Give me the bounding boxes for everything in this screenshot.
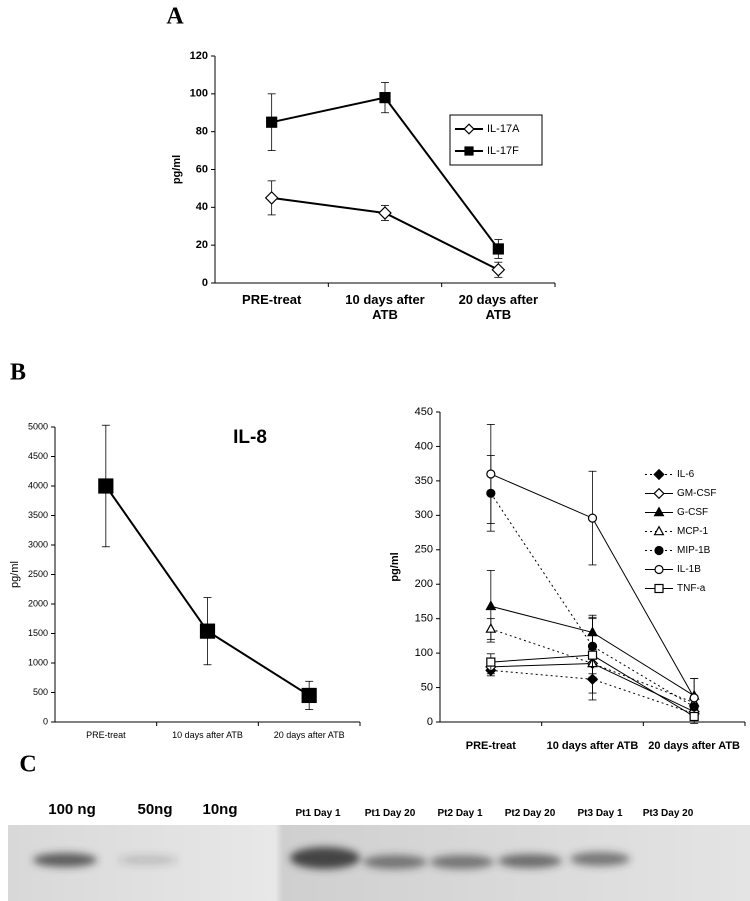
lane-label: Pt1 Day 1: [295, 808, 341, 819]
legend-label: IL-1B: [677, 564, 701, 575]
lane-label: 10ng: [202, 801, 238, 818]
y-tick-label: 300: [415, 509, 433, 521]
y-tick-label: 500: [33, 687, 48, 697]
marker: [485, 600, 497, 611]
marker: [379, 92, 391, 104]
y-tick-label: 450: [415, 406, 433, 418]
y-tick-label: 100: [190, 88, 208, 100]
y-tick-label: 20: [196, 239, 208, 251]
legend-label: IL-6: [677, 469, 695, 480]
x-tick-label: 20 days after ATB: [458, 292, 539, 322]
marker: [587, 650, 598, 660]
x-tick-label: 10 days after ATB: [172, 730, 243, 740]
lane-label: 50ng: [137, 801, 173, 818]
y-tick-label: 80: [196, 126, 208, 138]
marker: [199, 623, 216, 639]
lane-label: Pt2 Day 1: [437, 808, 483, 819]
y-tick-label: 4000: [28, 480, 48, 490]
marker: [689, 693, 699, 703]
y-tick-label: 3000: [28, 539, 48, 549]
y-tick-label: 400: [415, 440, 433, 452]
legend-marker: [653, 468, 665, 481]
y-tick-label: 0: [427, 716, 433, 728]
x-tick-label: PRE-treat: [86, 730, 126, 740]
x-tick-label: 10 days after ATB: [345, 292, 425, 322]
y-axis-label: pg/ml: [389, 552, 401, 581]
marker: [98, 478, 114, 494]
y-tick-label: 120: [190, 50, 208, 62]
legend-label: MCP-1: [677, 526, 709, 537]
legend-marker: [654, 545, 664, 556]
legend-box: [449, 114, 543, 166]
y-tick-label: 250: [415, 544, 433, 556]
y-tick-label: 0: [43, 716, 48, 726]
legend-label: IL-17A: [487, 123, 520, 135]
panel-label: B: [10, 360, 26, 386]
y-tick-label: 40: [196, 201, 208, 213]
y-tick-label: 5000: [28, 421, 48, 431]
x-tick-label: PRE-treat: [242, 292, 302, 307]
y-tick-label: 1000: [28, 657, 48, 667]
lane-label: Pt2 Day 20: [504, 808, 556, 819]
lane-label: 100 ng: [48, 801, 96, 818]
blot-image: [8, 825, 750, 901]
marker: [485, 622, 497, 633]
y-tick-label: 1500: [28, 628, 48, 638]
line: [490, 628, 695, 704]
legend-marker: [653, 487, 665, 500]
y-tick-label: 100: [415, 647, 433, 659]
panel-label: A: [166, 4, 184, 30]
y-tick-label: 3500: [28, 510, 48, 520]
x-tick-label: 20 days after ATB: [648, 740, 740, 752]
legend-marker: [653, 525, 665, 536]
x-tick-label: PRE-treat: [465, 740, 516, 752]
y-axis-label: pg/ml: [9, 561, 21, 588]
panel-label: C: [19, 752, 36, 778]
marker: [689, 711, 699, 722]
marker: [587, 513, 598, 523]
y-tick-label: 2500: [28, 569, 48, 579]
lane-label: Pt1 Day 20: [364, 808, 416, 819]
y-axis-label: pg/ml: [171, 155, 183, 184]
marker: [491, 262, 506, 277]
legend-label: GM-CSF: [677, 488, 716, 499]
line: [490, 493, 695, 708]
y-tick-label: 2000: [28, 598, 48, 608]
legend-label: IL-17F: [487, 145, 519, 157]
legend-marker: [464, 146, 474, 156]
marker: [486, 657, 496, 667]
marker: [301, 687, 317, 704]
legend-marker: [653, 506, 665, 517]
y-tick-label: 60: [196, 163, 208, 175]
y-tick-label: 200: [415, 578, 433, 590]
marker: [266, 116, 278, 128]
x-tick-label: 10 days after ATB: [546, 740, 639, 752]
legend-label: G-CSF: [677, 507, 708, 518]
legend-label: MIP-1B: [677, 545, 711, 556]
legend-marker: [654, 564, 664, 575]
y-tick-label: 4500: [28, 451, 48, 461]
marker: [264, 191, 279, 205]
marker: [492, 243, 504, 255]
y-tick-label: 350: [415, 475, 433, 487]
y-tick-label: 0: [202, 277, 208, 289]
y-tick-label: 150: [415, 613, 433, 625]
legend-marker: [463, 123, 475, 135]
y-tick-label: 50: [421, 681, 433, 693]
marker: [486, 469, 496, 479]
marker: [378, 206, 392, 220]
lane-label: Pt3 Day 20: [642, 808, 694, 819]
legend-label: TNF-a: [677, 583, 706, 594]
chart-title: IL-8: [233, 427, 267, 448]
x-tick-label: 20 days after ATB: [273, 730, 345, 740]
lane-label: Pt3 Day 1: [577, 808, 623, 819]
legend-marker: [654, 583, 664, 594]
